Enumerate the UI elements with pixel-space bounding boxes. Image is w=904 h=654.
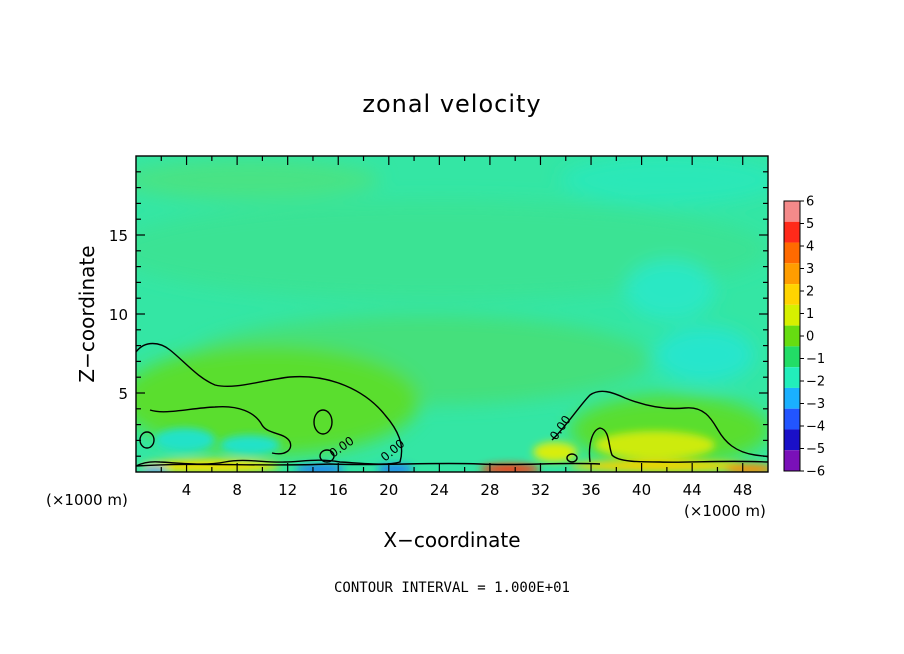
colorbar-label: 3 bbox=[806, 262, 814, 277]
field-surface-blue-2 bbox=[377, 465, 413, 472]
x-tick-label: 12 bbox=[278, 481, 297, 499]
field-surface-yellow-r bbox=[570, 460, 750, 472]
field-surface-red bbox=[480, 464, 540, 472]
x-tick-label: 44 bbox=[683, 481, 702, 499]
field-yellow-mid bbox=[533, 442, 577, 462]
colorbar-label: 2 bbox=[806, 285, 814, 300]
zero-contours bbox=[136, 342, 768, 467]
contour-right-inner bbox=[588, 427, 768, 463]
colorbar-swatch bbox=[784, 387, 800, 409]
colorbar-label: −6 bbox=[806, 465, 825, 480]
x-axis-ticks: 4 8 12 16 20 24 28 32 36 40 44 48 bbox=[160, 156, 752, 499]
contour-inner-left bbox=[149, 405, 292, 455]
x-tick-label: 28 bbox=[480, 481, 499, 499]
x-axis-label: X−coordinate bbox=[383, 528, 520, 552]
x-unit-right: (×1000 m) bbox=[684, 502, 766, 520]
colorbar-label: 0 bbox=[806, 330, 814, 345]
y-tick-label: 5 bbox=[118, 385, 128, 403]
colorbar-swatch bbox=[784, 429, 800, 451]
y-tick-label: 15 bbox=[109, 227, 128, 245]
field-yellow-right bbox=[595, 431, 715, 459]
y-tick-label: 10 bbox=[109, 306, 128, 324]
x-tick-label: 32 bbox=[531, 481, 550, 499]
colorbar: 6 5 4 3 2 1 0 −1 −2 −3 −4 −5 −6 bbox=[783, 195, 825, 480]
colorbar-label: 1 bbox=[806, 307, 814, 322]
colorbar-swatch bbox=[784, 346, 800, 368]
contour-right-region bbox=[551, 390, 768, 458]
colorbar-label: −2 bbox=[806, 375, 825, 390]
x-tick-label: 48 bbox=[733, 481, 752, 499]
contour-surface-line bbox=[136, 462, 601, 467]
field-surface-blue-1 bbox=[295, 465, 345, 472]
colorbar-label: −5 bbox=[806, 442, 825, 457]
field-upper-right bbox=[560, 156, 768, 205]
colorbar-label: −3 bbox=[806, 397, 825, 412]
field-upper-band bbox=[136, 200, 768, 300]
heatmap-field bbox=[136, 156, 768, 472]
colorbar-swatch bbox=[784, 263, 800, 285]
x-tick-label: 24 bbox=[430, 481, 449, 499]
field-left-lower bbox=[136, 345, 420, 455]
y-axis-ticks: 5 10 15 bbox=[109, 171, 768, 457]
x-unit-left: (×1000 m) bbox=[46, 491, 128, 509]
colorbar-swatch bbox=[784, 304, 800, 326]
field-surface-orange bbox=[725, 464, 768, 472]
x-tick-label: 8 bbox=[232, 481, 242, 499]
x-tick-label: 40 bbox=[632, 481, 651, 499]
chart-title: zonal velocity bbox=[362, 90, 541, 118]
field-left-upper bbox=[136, 160, 380, 200]
colorbar-label: −1 bbox=[806, 352, 825, 367]
contour-interval-note: CONTOUR INTERVAL = 1.000E+01 bbox=[334, 580, 570, 596]
colorbar-swatch bbox=[784, 450, 800, 471]
field-right-cyan-patch-2 bbox=[655, 327, 755, 383]
y-axis-label: Z−coordinate bbox=[75, 245, 99, 382]
x-tick-label: 4 bbox=[182, 481, 192, 499]
colorbar-swatch bbox=[784, 367, 800, 388]
colorbar-label: 4 bbox=[806, 240, 814, 255]
colorbar-swatch bbox=[784, 201, 800, 222]
field-right-cyan-patch bbox=[625, 260, 715, 320]
colorbar-label: 6 bbox=[806, 195, 814, 210]
x-tick-label: 20 bbox=[379, 481, 398, 499]
colorbar-swatch bbox=[784, 242, 800, 264]
x-tick-label: 36 bbox=[581, 481, 600, 499]
contour-loop-3 bbox=[319, 449, 335, 463]
x-tick-label: 16 bbox=[329, 481, 348, 499]
field-cyan-spot-2 bbox=[220, 435, 280, 455]
colorbar-swatch bbox=[784, 408, 800, 430]
field-cyan-spot-1 bbox=[155, 428, 215, 452]
contour-loop-4 bbox=[566, 453, 578, 463]
colorbar-swatch bbox=[784, 221, 800, 243]
colorbar-label: 5 bbox=[806, 217, 814, 232]
colorbar-swatch bbox=[784, 325, 800, 347]
colorbar-label: −4 bbox=[806, 420, 825, 435]
colorbar-swatch bbox=[784, 284, 800, 305]
contour-loop-1 bbox=[313, 409, 333, 435]
